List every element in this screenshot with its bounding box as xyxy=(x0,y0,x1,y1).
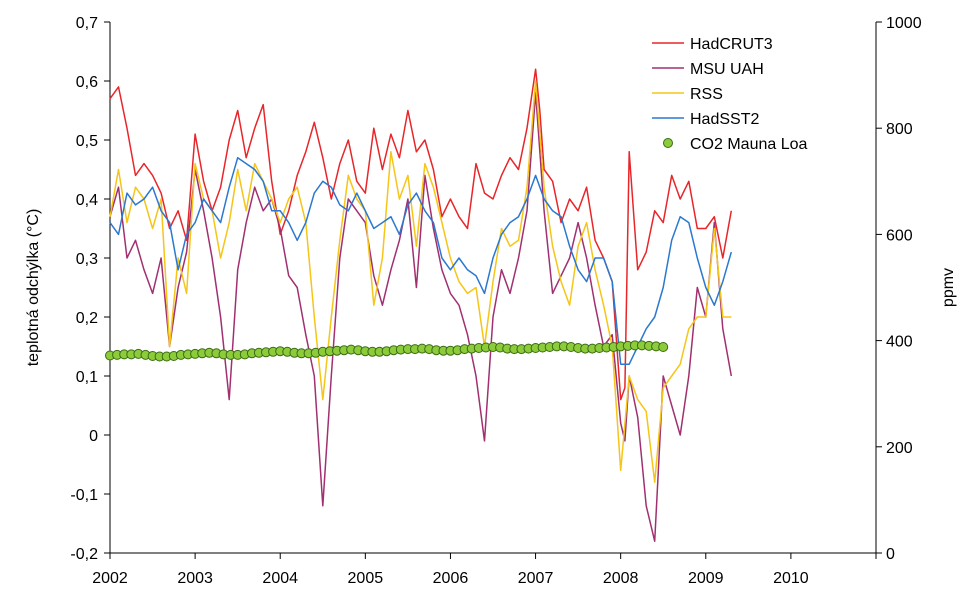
legend-item: MSU UAH xyxy=(652,61,764,78)
y-axis-title: teplotná odchýlka (°C) xyxy=(25,209,42,367)
legend-marker xyxy=(663,138,673,148)
legend: HadCRUT3 MSU UAH RSS HadSST2 CO2 Mauna Loa xyxy=(652,36,808,153)
y-tick-label: 0,7 xyxy=(76,15,98,32)
series-line-hadsst2 xyxy=(109,156,733,365)
y-tick-label: 0 xyxy=(89,428,98,445)
legend-item: RSS xyxy=(652,86,723,103)
x-tick-label: 2006 xyxy=(433,570,469,587)
legend-item: HadCRUT3 xyxy=(652,36,773,53)
y-tick-label: 0,4 xyxy=(76,192,98,209)
y-tick-label: 0,5 xyxy=(76,133,98,150)
legend-item: HadSST2 xyxy=(652,111,759,128)
legend-label: HadSST2 xyxy=(690,111,759,128)
axes: -0,2 -0,1 0 0,1 0,2 0,3 0,4 0,5 0,6 0,7 0 200 400 600… xyxy=(70,15,921,587)
legend-label: MSU UAH xyxy=(690,61,764,78)
series-layer xyxy=(105,68,733,542)
y-tick-label: 0,3 xyxy=(76,251,98,268)
y2-tick-label: 800 xyxy=(886,121,913,138)
y-tick-label: -0,1 xyxy=(70,487,98,504)
y-tick-label: 0,2 xyxy=(76,310,98,327)
series-co2-mauna-loa xyxy=(105,340,669,362)
legend-label: CO2 Mauna Loa xyxy=(690,136,808,153)
x-tick-label: 2002 xyxy=(92,570,128,587)
x-tick-label: 2009 xyxy=(688,570,724,587)
y2-tick-label: 400 xyxy=(886,334,913,351)
y2-tick-label: 600 xyxy=(886,227,913,244)
series-line-hadcrut3 xyxy=(109,68,733,401)
y-tick-label: 0,1 xyxy=(76,369,98,386)
y2-tick-label: 1000 xyxy=(886,15,922,32)
legend-item: CO2 Mauna Loa xyxy=(663,136,808,153)
y2-tick-label: 200 xyxy=(886,440,913,457)
y2-tick-label: 0 xyxy=(886,546,895,563)
x-tick-label: 2010 xyxy=(773,570,809,587)
y-tick-label: -0,2 xyxy=(70,546,98,563)
x-tick-label: 2005 xyxy=(348,570,384,587)
y-tick-label: 0,6 xyxy=(76,74,98,91)
x-tick-label: 2007 xyxy=(518,570,554,587)
y2-axis-title: ppmv xyxy=(940,268,957,307)
legend-label: RSS xyxy=(690,86,723,103)
x-tick-label: 2008 xyxy=(603,570,639,587)
co2-point xyxy=(658,342,669,352)
series-line-rss xyxy=(109,80,732,483)
x-tick-label: 2003 xyxy=(177,570,213,587)
x-tick-label: 2004 xyxy=(262,570,298,587)
legend-label: HadCRUT3 xyxy=(690,36,773,53)
